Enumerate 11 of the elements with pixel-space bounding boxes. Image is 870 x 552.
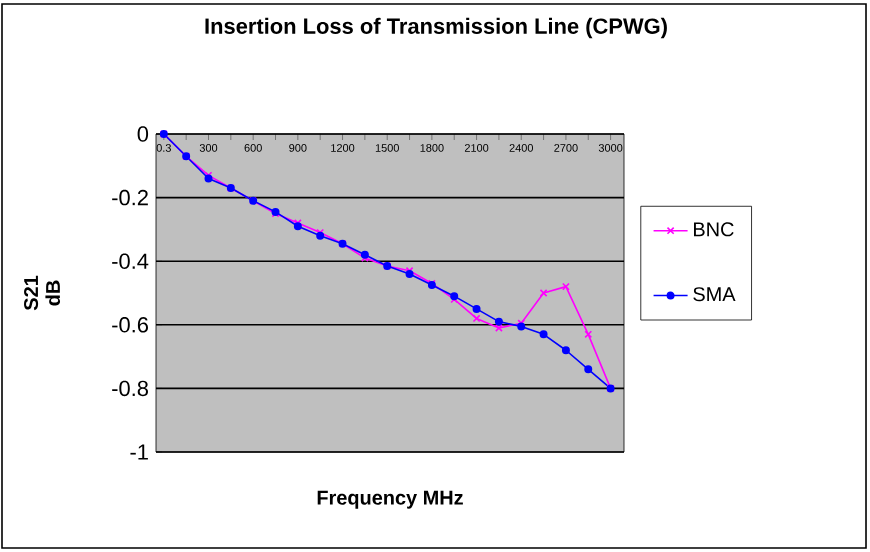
y-tick-label: -0.6 (112, 317, 148, 333)
x-axis-title: Frequency MHz (317, 490, 463, 509)
y-tick-label: -1 (130, 444, 148, 460)
y-tick-label: -0.2 (112, 189, 148, 206)
y-tick-label: -0.8 (112, 380, 148, 397)
legend-label: SMA (693, 287, 736, 302)
legend-label: BNC (694, 222, 734, 237)
y-axis-title: S21 dB (24, 275, 61, 311)
y-tick-label: 0 (137, 126, 149, 142)
chart-title: Insertion Loss of Transmission Line (CPWG) (205, 17, 667, 39)
y-tick-label: -0.4 (112, 253, 149, 269)
